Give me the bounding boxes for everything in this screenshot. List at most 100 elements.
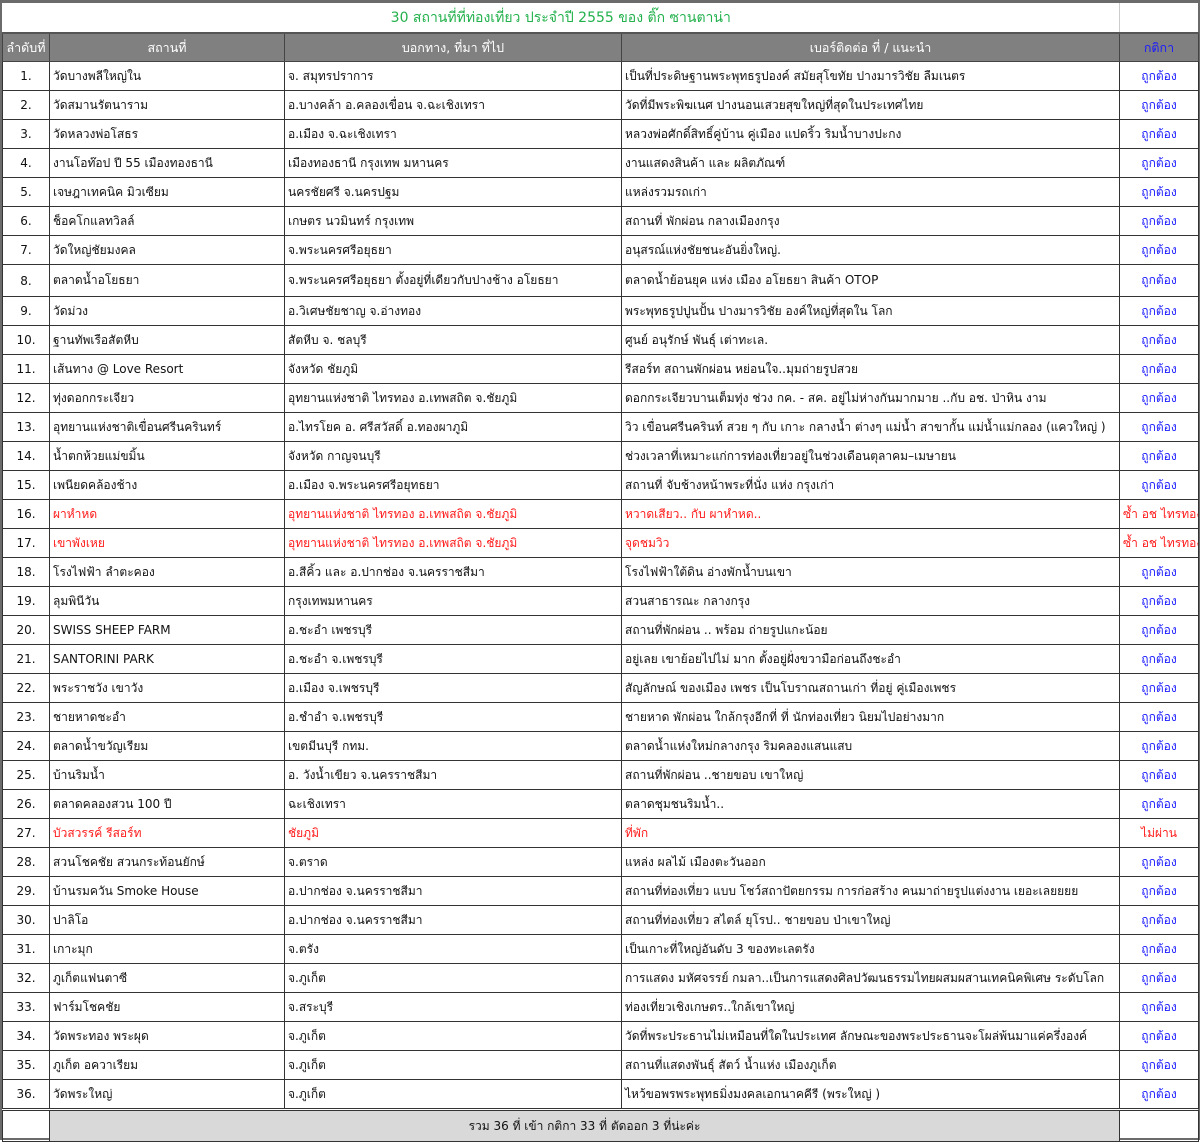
status-cell[interactable]: ถูกต้อง <box>1119 673 1199 703</box>
row-number[interactable]: 21. <box>2 644 50 674</box>
status-cell[interactable]: ถูกต้อง <box>1119 586 1199 616</box>
direction-cell[interactable]: สัตหีบ จ. ชลบุรี <box>284 325 622 355</box>
row-number[interactable]: 6. <box>2 206 50 236</box>
direction-cell[interactable]: อุทยานแห่งชาติ ไทรทอง อ.เทพสถิต จ.ชัยภูม… <box>284 383 622 413</box>
status-cell[interactable]: ถูกต้อง <box>1119 412 1199 442</box>
direction-cell[interactable]: อุทยานแห่งชาติ ไทรทอง อ.เทพสถิต จ.ชัยภูม… <box>284 528 622 558</box>
note-cell[interactable]: สถานที่พักผ่อน ..ชายขอบ เขาใหญ่ <box>621 760 1120 790</box>
note-cell[interactable]: อนุสรณ์แห่งชัยชนะอันยิ่งใหญ่. <box>621 235 1120 265</box>
direction-cell[interactable]: จ.สระบุรี <box>284 992 622 1022</box>
note-cell[interactable]: หลวงพ่อศักดิ์สิทธิ์คู่บ้าน คู่เมือง แปดร… <box>621 119 1120 149</box>
status-cell[interactable]: ถูกต้อง <box>1119 615 1199 645</box>
place-cell[interactable]: เจษฎาเทคนิค มิวเซียม <box>49 177 285 207</box>
status-cell[interactable]: ถูกต้อง <box>1119 296 1199 326</box>
status-cell[interactable]: ถูกต้อง <box>1119 557 1199 587</box>
direction-cell[interactable]: ชัยภูมิ <box>284 818 622 848</box>
place-cell[interactable]: ฟาร์มโชคชัย <box>49 992 285 1022</box>
place-cell[interactable]: SANTORINI PARK <box>49 644 285 674</box>
direction-cell[interactable]: จ.ภูเก็ต <box>284 1079 622 1110</box>
note-cell[interactable]: โรงไฟฟ้าใต้ดิน อ่างพักน้ำบนเขา <box>621 557 1120 587</box>
row-number[interactable]: 15. <box>2 470 50 500</box>
direction-cell[interactable]: เขตมีนบุรี กทม. <box>284 731 622 761</box>
direction-cell[interactable]: จ.ภูเก็ต <box>284 1050 622 1080</box>
direction-cell[interactable]: อ.ชะอำ จ.เพชรบุรี <box>284 644 622 674</box>
direction-cell[interactable]: อ.ปากช่อง จ.นครราชสีมา <box>284 876 622 906</box>
row-number[interactable]: 2. <box>2 90 50 120</box>
direction-cell[interactable]: จังหวัด กาญจนบุรี <box>284 441 622 471</box>
status-cell[interactable]: ถูกต้อง <box>1119 470 1199 500</box>
status-cell[interactable]: ถูกต้อง <box>1119 119 1199 149</box>
header-direction[interactable]: บอกทาง, ที่มา ที่ไป <box>284 32 622 62</box>
status-cell[interactable]: ถูกต้อง <box>1119 148 1199 178</box>
place-cell[interactable]: บัวสวรรค์ รีสอร์ท <box>49 818 285 848</box>
direction-cell[interactable]: อ.ปากช่อง จ.นครราชสีมา <box>284 905 622 935</box>
status-cell[interactable]: ถูกต้อง <box>1119 789 1199 819</box>
direction-cell[interactable]: อ.เมือง จ.ฉะเชิงเทรา <box>284 119 622 149</box>
row-number[interactable]: 34. <box>2 1021 50 1051</box>
status-cell[interactable]: ถูกต้อง <box>1119 760 1199 790</box>
place-cell[interactable]: ช็อคโกแลทวิลล์ <box>49 206 285 236</box>
note-cell[interactable]: รีสอร์ท สถานพักผ่อน หย่อนใจ..มุมถ่ายรูปส… <box>621 354 1120 384</box>
note-cell[interactable]: ดอกกระเจียวบานเต็มทุ่ง ช่วง กค. - สค. อย… <box>621 383 1120 413</box>
note-cell[interactable]: ที่พัก <box>621 818 1120 848</box>
row-number[interactable]: 1. <box>2 61 50 91</box>
direction-cell[interactable]: จังหวัด ชัยภูมิ <box>284 354 622 384</box>
note-cell[interactable]: สัญลักษณ์ ของเมือง เพชร เป็นโบราณสถานเก่… <box>621 673 1120 703</box>
note-cell[interactable]: แหล่งรวมรถเก่า <box>621 177 1120 207</box>
direction-cell[interactable]: กรุงเทพมหานคร <box>284 586 622 616</box>
row-number[interactable]: 9. <box>2 296 50 326</box>
status-cell[interactable]: ถูกต้อง <box>1119 876 1199 906</box>
row-number[interactable]: 3. <box>2 119 50 149</box>
row-number[interactable]: 32. <box>2 963 50 993</box>
row-number[interactable]: 18. <box>2 557 50 587</box>
note-cell[interactable]: สถานที่ พักผ่อน กลางเมืองกรุง <box>621 206 1120 236</box>
place-cell[interactable]: พระราชวัง เขาวัง <box>49 673 285 703</box>
direction-cell[interactable]: อุทยานแห่งชาติ ไทรทอง อ.เทพสถิต จ.ชัยภูม… <box>284 499 622 529</box>
row-number[interactable]: 13. <box>2 412 50 442</box>
status-cell[interactable]: ถูกต้อง <box>1119 235 1199 265</box>
place-cell[interactable]: ฐานทัพเรือสัตหีบ <box>49 325 285 355</box>
status-cell[interactable]: ไม่ผ่าน <box>1119 818 1199 848</box>
place-cell[interactable]: ภูเก็ต อควาเรียม <box>49 1050 285 1080</box>
header-note[interactable]: เบอร์ติดต่อ ที่ / แนะนำ <box>621 32 1120 62</box>
direction-cell[interactable]: อ.ไทรโยค อ. ศรีสวัสดิ์ อ.ทองผาภูมิ <box>284 412 622 442</box>
direction-cell[interactable]: อ.วิเศษชัยชาญ จ.อ่างทอง <box>284 296 622 326</box>
place-cell[interactable]: ตลาดน้ำขวัญเรียม <box>49 731 285 761</box>
status-cell[interactable]: ถูกต้อง <box>1119 731 1199 761</box>
status-cell[interactable]: ถูกต้อง <box>1119 1079 1199 1110</box>
status-cell[interactable]: ถูกต้อง <box>1119 264 1199 297</box>
place-cell[interactable]: เพนียดคล้องช้าง <box>49 470 285 500</box>
row-number[interactable]: 14. <box>2 441 50 471</box>
note-cell[interactable]: แหล่ง ผลไม้ เมืองตะวันออก <box>621 847 1120 877</box>
place-cell[interactable]: น้ำตกห้วยแม่ขมิ้น <box>49 441 285 471</box>
header-place[interactable]: สถานที่ <box>49 32 285 62</box>
row-number[interactable]: 23. <box>2 702 50 732</box>
note-cell[interactable]: ไหว้ขอพรพระพุทธมิ่งมงคลเอกนาคคีรี (พระให… <box>621 1079 1120 1110</box>
note-cell[interactable]: จุดชมวิว <box>621 528 1120 558</box>
status-cell[interactable]: ซ้ำ อช ไทรทอง <box>1119 499 1199 529</box>
note-cell[interactable]: วัดที่พระประธานไม่เหมือนที่ใดในประเทศ ลั… <box>621 1021 1120 1051</box>
place-cell[interactable]: บ้านริมน้ำ <box>49 760 285 790</box>
direction-cell[interactable]: อ.บางคล้า อ.คลองเขื่อน จ.ฉะเชิงเทรา <box>284 90 622 120</box>
row-number[interactable]: 26. <box>2 789 50 819</box>
place-cell[interactable]: ทุ่งดอกกระเจียว <box>49 383 285 413</box>
note-cell[interactable]: สถานที่ จับช้างหน้าพระที่นั่ง แห่ง กรุงเ… <box>621 470 1120 500</box>
row-number[interactable]: 36. <box>2 1079 50 1110</box>
note-cell[interactable]: วิว เขื่อนศรีนครินท์ สวย ๆ กับ เกาะ กลาง… <box>621 412 1120 442</box>
note-cell[interactable]: ศูนย์ อนุรักษ์ พันธุ์ เต่าทะเล. <box>621 325 1120 355</box>
direction-cell[interactable]: อ. วังน้ำเขียว จ.นครราชสีมา <box>284 760 622 790</box>
status-cell[interactable]: ถูกต้อง <box>1119 1021 1199 1051</box>
row-number[interactable]: 8. <box>2 264 50 297</box>
place-cell[interactable]: ตลาดน้ำอโยธยา <box>49 264 285 297</box>
row-number[interactable]: 30. <box>2 905 50 935</box>
row-number[interactable]: 29. <box>2 876 50 906</box>
place-cell[interactable]: ตลาดคลองสวน 100 ปี <box>49 789 285 819</box>
note-cell[interactable]: สถานที่พักผ่อน .. พร้อม ถ่ายรูปแกะน้อย <box>621 615 1120 645</box>
status-cell[interactable]: ถูกต้อง <box>1119 702 1199 732</box>
row-number[interactable]: 22. <box>2 673 50 703</box>
row-number[interactable]: 7. <box>2 235 50 265</box>
note-cell[interactable]: ตลาดชุมชนริมน้ำ.. <box>621 789 1120 819</box>
note-cell[interactable]: งานแสดงสินค้า และ ผลิตภัณฑ์ <box>621 148 1120 178</box>
note-cell[interactable]: อยู่เลย เขาย้อยไปไม่ มาก ตั้งอยู่ฝั่งขวา… <box>621 644 1120 674</box>
note-cell[interactable]: ตลาดน้ำแห่งใหม่กลางกรุง ริมคลองแสนแสบ <box>621 731 1120 761</box>
